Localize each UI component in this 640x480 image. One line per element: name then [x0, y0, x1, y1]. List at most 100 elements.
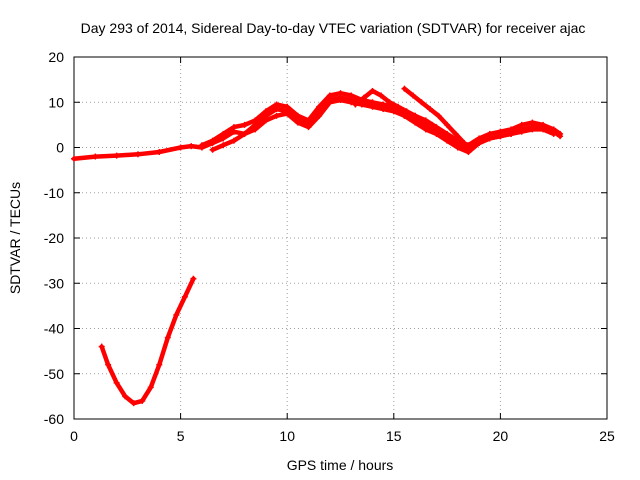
x-tick-label: 5	[177, 428, 185, 444]
data-point	[369, 87, 376, 94]
data-point	[98, 343, 105, 350]
data-point	[378, 92, 385, 99]
data-point	[435, 112, 442, 119]
series-layer	[71, 85, 564, 407]
data-point	[486, 135, 493, 142]
y-axis-label: SDTVAR / TECUs	[7, 182, 23, 294]
data-point	[497, 133, 504, 140]
data-point	[209, 137, 216, 144]
data-point	[360, 94, 367, 101]
data-point	[550, 130, 557, 137]
data-point	[262, 108, 269, 115]
data-point	[465, 149, 472, 156]
series-line-dip-arc	[99, 276, 196, 406]
data-point	[230, 137, 237, 144]
data-point	[465, 142, 472, 149]
y-tick-label: -30	[44, 275, 64, 291]
y-tick-label: -20	[44, 230, 64, 246]
data-point	[105, 361, 112, 368]
data-point	[284, 110, 291, 117]
data-point	[518, 128, 525, 135]
data-point	[113, 152, 120, 159]
data-point	[444, 130, 451, 137]
data-point	[134, 151, 141, 158]
data-point	[188, 143, 195, 150]
data-point	[386, 99, 393, 106]
data-point	[156, 149, 163, 156]
data-point	[401, 112, 408, 119]
data-point	[173, 311, 180, 318]
data-point	[348, 99, 355, 106]
data-point	[412, 119, 419, 126]
data-point	[422, 126, 429, 133]
data-point	[209, 146, 216, 153]
series-line-branch-14	[353, 88, 435, 128]
y-tick-label: -40	[44, 321, 64, 337]
data-point	[113, 379, 120, 386]
data-point	[540, 126, 547, 133]
data-point	[429, 121, 436, 128]
data-point	[262, 117, 269, 124]
data-point	[273, 101, 280, 108]
data-point	[220, 130, 227, 137]
data-point	[230, 124, 237, 131]
data-point	[122, 393, 129, 400]
data-point	[252, 126, 259, 133]
data-point	[252, 117, 259, 124]
data-point	[181, 293, 188, 300]
data-point	[305, 117, 312, 124]
chart-title: Day 293 of 2014, Sidereal Day-to-day VTE…	[81, 20, 586, 36]
y-tick-label: 10	[48, 94, 64, 110]
data-point	[177, 144, 184, 151]
grid	[74, 57, 607, 419]
data-point	[433, 130, 440, 137]
data-point	[92, 153, 99, 160]
data-point	[326, 99, 333, 106]
data-point	[369, 103, 376, 110]
data-point	[348, 92, 355, 99]
data-point	[326, 92, 333, 99]
data-point	[71, 155, 77, 162]
data-point	[273, 112, 280, 119]
data-point	[403, 108, 410, 115]
data-point	[380, 106, 387, 113]
data-point	[395, 103, 402, 110]
data-point	[427, 106, 434, 113]
data-point	[476, 139, 483, 146]
y-tick-label: 20	[48, 49, 64, 65]
x-tick-label: 15	[386, 428, 402, 444]
data-point	[418, 99, 425, 106]
axis-ticks: 0 5 10 15 20 25 -60 -50 -40 -30 -20 -10 0 10 20	[44, 49, 615, 444]
x-tick-label: 25	[599, 428, 615, 444]
data-point	[316, 112, 323, 119]
data-point	[444, 137, 451, 144]
data-point	[390, 108, 397, 115]
y-tick-label: 0	[56, 140, 64, 156]
x-axis-label: GPS time / hours	[287, 457, 394, 473]
data-point	[241, 121, 248, 128]
data-point	[557, 130, 564, 137]
data-point	[444, 121, 451, 128]
plot-frame	[73, 56, 608, 420]
data-point	[130, 400, 137, 407]
data-point	[452, 130, 459, 137]
x-tick-label: 0	[70, 428, 78, 444]
data-point	[294, 119, 301, 126]
data-point	[190, 275, 197, 282]
x-tick-label: 20	[493, 428, 509, 444]
data-point	[164, 334, 171, 341]
series-line-branch-15	[402, 86, 467, 146]
y-tick-label: -10	[44, 185, 64, 201]
data-point	[409, 92, 416, 99]
data-point	[139, 397, 146, 404]
data-point	[352, 101, 359, 108]
data-point	[461, 139, 468, 146]
y-tick-label: -60	[44, 411, 64, 427]
data-point	[337, 90, 344, 97]
data-point	[220, 142, 227, 149]
data-point	[508, 130, 515, 137]
data-point	[198, 142, 205, 149]
data-point	[241, 130, 248, 137]
data-point	[518, 121, 525, 128]
